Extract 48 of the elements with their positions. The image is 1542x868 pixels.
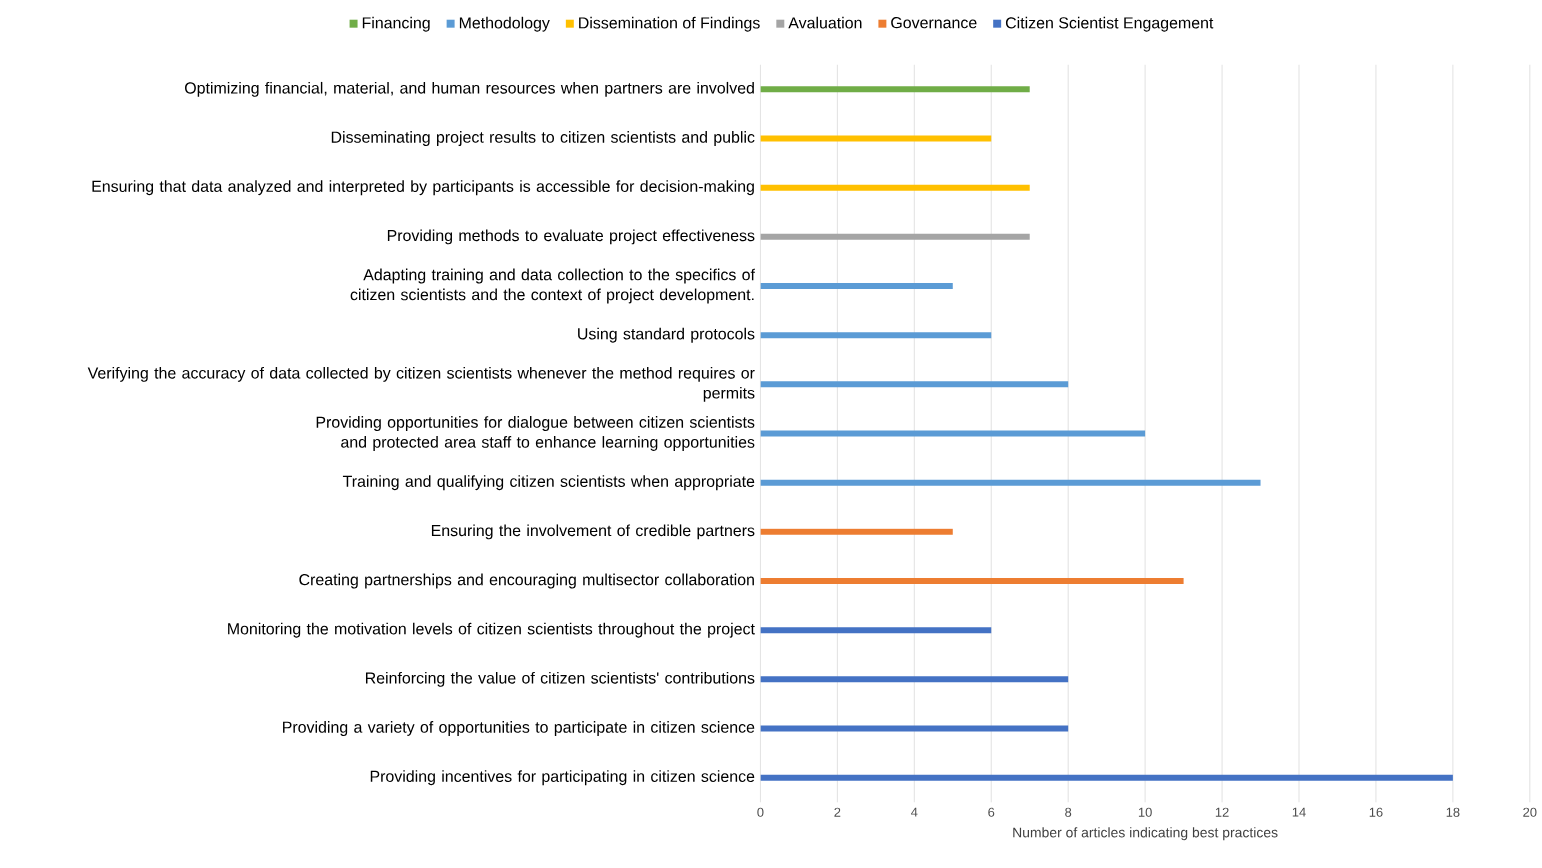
y-tick-label: Monitoring the motivation levels of citizen scientists throughout the project bbox=[228, 622, 755, 638]
y-tick-label: Creating partnerships and encouraging multisector collaboration bbox=[299, 573, 754, 589]
bar bbox=[760, 676, 1069, 683]
y-tick-label: Verifying the accuracy of data collected by citizen scientists whenever the method requires or permits bbox=[87, 366, 755, 402]
y-tick-label: Training and qualifying citizen scientists when appropriate bbox=[342, 475, 755, 491]
x-tick-label: 12 bbox=[1215, 807, 1229, 817]
x-tick-label: 14 bbox=[1292, 807, 1306, 817]
bar bbox=[760, 283, 953, 289]
y-tick-label: Using standard protocols bbox=[578, 327, 755, 343]
bar bbox=[760, 381, 1069, 388]
y-tick-label: Providing opportunities for dialogue between citizen scientists and protected area staff to enhance learning opportunities bbox=[316, 416, 755, 451]
x-tick-label: 18 bbox=[1446, 807, 1460, 817]
y-tick-label: Optimizing financial, material, and human resources when partners are involved bbox=[185, 81, 754, 97]
y-tick-label: Ensuring that data analyzed and interpreted by participants is accessible for decision-making bbox=[92, 180, 754, 196]
bar bbox=[760, 233, 1030, 240]
y-tick-label: Providing incentives for participating in citizen science bbox=[370, 770, 755, 786]
y-tick-label: Providing methods to evaluate project effectiveness bbox=[387, 229, 755, 245]
bar bbox=[760, 479, 1261, 486]
legend-label: Avaluation bbox=[788, 16, 862, 29]
legend-label: Governance bbox=[891, 16, 977, 29]
x-tick-label: 10 bbox=[1138, 807, 1152, 817]
x-tick-label: 6 bbox=[988, 807, 995, 817]
x-tick-label: 16 bbox=[1369, 807, 1383, 817]
y-tick-label: Ensuring the involvement of credible partners bbox=[431, 524, 755, 540]
bar bbox=[760, 332, 992, 339]
x-tick-label: 2 bbox=[834, 807, 841, 817]
x-tick-label: 20 bbox=[1523, 807, 1537, 817]
bar bbox=[760, 430, 1146, 437]
y-tick-label: Providing a variety of opportunities to participate in citizen science bbox=[283, 721, 755, 736]
bar bbox=[760, 184, 1030, 191]
y-tick-label: Disseminating project results to citizen scientists and public bbox=[331, 131, 755, 146]
x-tick-label: 0 bbox=[757, 807, 764, 817]
x-tick-label: 8 bbox=[1065, 807, 1072, 817]
legend-label: Financing bbox=[362, 16, 430, 32]
bar bbox=[760, 774, 1453, 781]
x-axis-title: Number of articles indicating best practices bbox=[1013, 827, 1278, 841]
x-tick-label: 4 bbox=[911, 807, 918, 817]
legend-label: Methodology bbox=[459, 16, 550, 32]
bar bbox=[760, 135, 992, 142]
legend-label: Dissemination of Findings bbox=[579, 16, 760, 32]
y-tick-label: Adapting training and data collection to the specifics of citizen scientists and the context of project development. bbox=[350, 268, 755, 304]
bar bbox=[760, 725, 1069, 732]
y-tick-label: Reinforcing the value of citizen scientists' contributions bbox=[365, 671, 755, 687]
bar bbox=[760, 627, 992, 634]
bar bbox=[760, 578, 1184, 584]
bar bbox=[760, 86, 1030, 93]
bar bbox=[760, 528, 953, 535]
legend-label: Citizen Scientist Engagement bbox=[1005, 16, 1214, 32]
